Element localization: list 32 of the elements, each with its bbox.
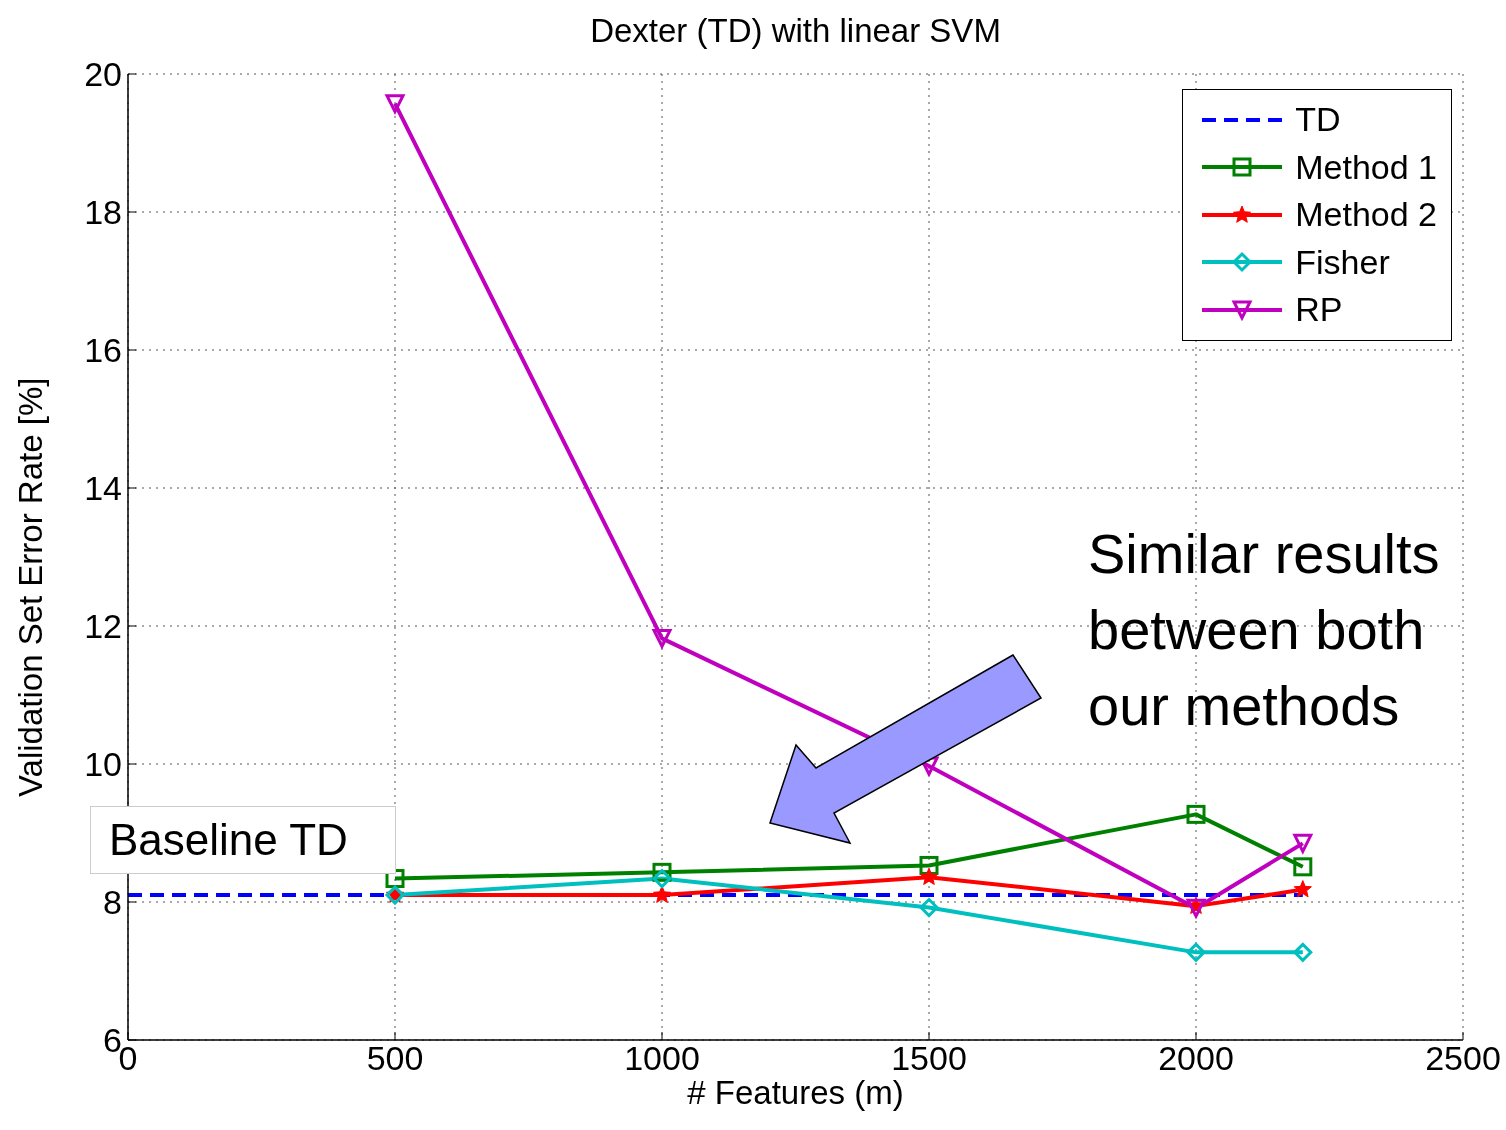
point: [1186, 942, 1206, 962]
legend-label: TD: [1295, 100, 1341, 140]
x-tick-label: 2500: [1425, 1039, 1501, 1078]
y-tick-label: 16: [84, 331, 122, 370]
point: [1293, 833, 1313, 853]
point: [919, 867, 939, 885]
point: [1293, 942, 1313, 962]
legend-label: RP: [1295, 290, 1343, 330]
annotation: Similar results between both our methods: [1088, 521, 1441, 739]
y-tick-label: 18: [84, 193, 122, 232]
y-tick-label: 12: [84, 607, 122, 646]
y-tick-label: 14: [84, 469, 122, 508]
point: [1293, 857, 1313, 877]
point: [1293, 880, 1312, 898]
y-tick-label: 8: [103, 883, 122, 922]
point: [1186, 804, 1206, 824]
legend-label: Fisher: [1295, 242, 1390, 282]
x-tick-label: 500: [366, 1039, 424, 1078]
point: [652, 869, 672, 889]
point: [919, 898, 939, 918]
point: [652, 885, 672, 903]
x-tick-label: 2000: [1158, 1039, 1234, 1078]
point: [385, 94, 405, 114]
point: [919, 855, 939, 875]
y-tick-label: 20: [84, 55, 122, 94]
y-axis-title: Validation Set Error Rate [%]: [11, 377, 49, 797]
y-tick-label: 10: [84, 745, 122, 784]
point: [652, 628, 672, 648]
annotation: Baseline TD: [90, 806, 396, 874]
chart-title: Dexter (TD) with linear SVM: [589, 12, 1002, 50]
legend-label: Method 1: [1295, 147, 1437, 187]
legend-label: Method 2: [1295, 195, 1437, 235]
